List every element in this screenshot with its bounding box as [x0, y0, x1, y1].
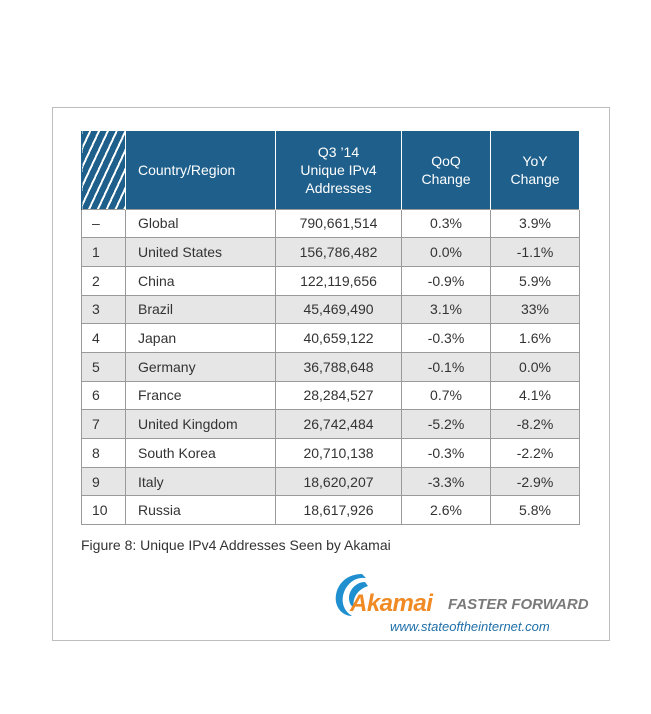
- qoq-cell: 3.1%: [401, 294, 491, 325]
- country-cell: Global: [125, 208, 276, 239]
- country-cell: United Kingdom: [125, 409, 276, 439]
- table-row: 9 Italy 18,620,207 -3.3% -2.9%: [81, 466, 580, 497]
- addresses-cell: 40,659,122: [275, 323, 402, 353]
- yoy-cell: 3.9%: [490, 208, 580, 239]
- yoy-cell: -2.2%: [490, 438, 580, 468]
- table-row: 10 Russia 18,617,926 2.6% 5.8%: [81, 495, 580, 526]
- addresses-cell: 36,788,648: [275, 351, 402, 382]
- table-row: 6 France 28,284,527 0.7% 4.1%: [81, 380, 580, 411]
- header-yoy: YoY Change: [490, 131, 580, 209]
- rank-cell: 5: [81, 351, 126, 382]
- rank-cell: 8: [81, 438, 126, 468]
- addresses-cell: 122,119,656: [275, 265, 402, 296]
- addresses-cell: 28,284,527: [275, 380, 402, 411]
- table-header-row: Country/Region Q3 ’14 Unique IPv4 Addres…: [81, 131, 580, 209]
- qoq-cell: -0.3%: [401, 438, 491, 468]
- qoq-cell: -0.1%: [401, 351, 491, 382]
- akamai-swoosh-icon: [335, 574, 368, 616]
- table-row: 4 Japan 40,659,122 -0.3% 1.6%: [81, 323, 580, 353]
- yoy-cell: 5.8%: [490, 495, 580, 526]
- table-body: – Global 790,661,514 0.3% 3.9% 1 United States…: [81, 208, 580, 526]
- yoy-cell: 4.1%: [490, 380, 580, 411]
- table-row: – Global 790,661,514 0.3% 3.9%: [81, 208, 580, 239]
- country-cell: South Korea: [125, 438, 276, 468]
- rank-cell: –: [81, 208, 126, 239]
- qoq-cell: -0.3%: [401, 323, 491, 353]
- yoy-cell: 33%: [490, 294, 580, 325]
- rank-cell: 1: [81, 237, 126, 267]
- addresses-cell: 20,710,138: [275, 438, 402, 468]
- hatch-decoration: [81, 131, 126, 209]
- yoy-cell: -1.1%: [490, 237, 580, 267]
- rank-cell: 4: [81, 323, 126, 353]
- table-row: 8 South Korea 20,710,138 -0.3% -2.2%: [81, 438, 580, 468]
- country-cell: China: [125, 265, 276, 296]
- qoq-cell: -5.2%: [401, 409, 491, 439]
- table-row: 3 Brazil 45,469,490 3.1% 33%: [81, 294, 580, 325]
- header-addresses-line: Unique IPv4: [300, 161, 377, 178]
- rank-cell: 10: [81, 495, 126, 526]
- addresses-cell: 18,620,207: [275, 466, 402, 497]
- ipv4-table: Country/Region Q3 ’14 Unique IPv4 Addres…: [81, 131, 580, 526]
- rank-cell: 7: [81, 409, 126, 439]
- addresses-cell: 790,661,514: [275, 208, 402, 239]
- table-row: 2 China 122,119,656 -0.9% 5.9%: [81, 265, 580, 296]
- qoq-cell: 0.3%: [401, 208, 491, 239]
- country-cell: Italy: [125, 466, 276, 497]
- yoy-cell: 1.6%: [490, 323, 580, 353]
- qoq-cell: 2.6%: [401, 495, 491, 526]
- qoq-cell: -0.9%: [401, 265, 491, 296]
- header-qoq-line: Change: [421, 170, 471, 187]
- yoy-cell: 5.9%: [490, 265, 580, 296]
- yoy-cell: -8.2%: [490, 409, 580, 439]
- qoq-cell: 0.0%: [401, 237, 491, 267]
- qoq-cell: -3.3%: [401, 466, 491, 497]
- country-cell: Brazil: [125, 294, 276, 325]
- rank-cell: 3: [81, 294, 126, 325]
- addresses-cell: 45,469,490: [275, 294, 402, 325]
- country-cell: United States: [125, 237, 276, 267]
- yoy-cell: 0.0%: [490, 351, 580, 382]
- addresses-cell: 18,617,926: [275, 495, 402, 526]
- figure-caption: Figure 8: Unique IPv4 Addresses Seen by …: [81, 537, 391, 553]
- table-row: 5 Germany 36,788,648 -0.1% 0.0%: [81, 351, 580, 382]
- qoq-cell: 0.7%: [401, 380, 491, 411]
- header-addresses-line: Addresses: [305, 179, 372, 196]
- country-cell: Germany: [125, 351, 276, 382]
- rank-cell: 9: [81, 466, 126, 497]
- header-qoq: QoQ Change: [401, 131, 491, 209]
- header-country: Country/Region: [125, 131, 276, 209]
- akamai-logo: Akamai FASTER FORWARD www.stateoftheinte…: [332, 570, 602, 640]
- table-row: 7 United Kingdom 26,742,484 -5.2% -8.2%: [81, 409, 580, 439]
- header-yoy-line: Change: [510, 170, 560, 187]
- header-addresses: Q3 ’14 Unique IPv4 Addresses: [275, 131, 402, 209]
- figure-frame: [52, 107, 610, 641]
- header-yoy-line: YoY: [522, 152, 548, 169]
- country-cell: France: [125, 380, 276, 411]
- addresses-cell: 156,786,482: [275, 237, 402, 267]
- rank-cell: 2: [81, 265, 126, 296]
- header-addresses-line: Q3 ’14: [317, 143, 360, 160]
- rank-cell: 6: [81, 380, 126, 411]
- yoy-cell: -2.9%: [490, 466, 580, 497]
- brand-name: Akamai: [350, 590, 433, 617]
- table-row: 1 United States 156,786,482 0.0% -1.1%: [81, 237, 580, 267]
- website-url: www.stateoftheinternet.com: [390, 619, 550, 634]
- addresses-cell: 26,742,484: [275, 409, 402, 439]
- tagline: FASTER FORWARD: [448, 596, 589, 613]
- country-cell: Japan: [125, 323, 276, 353]
- header-qoq-line: QoQ: [431, 152, 461, 169]
- country-cell: Russia: [125, 495, 276, 526]
